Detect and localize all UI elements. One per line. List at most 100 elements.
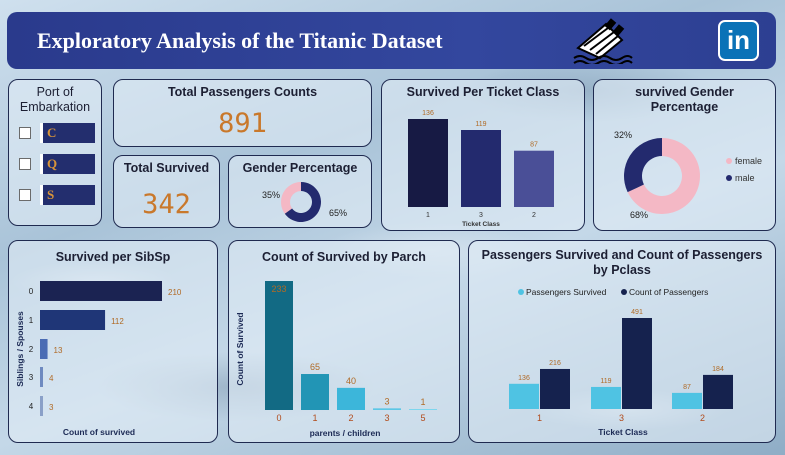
data-label: 3 xyxy=(49,403,54,412)
tick-label: 1 xyxy=(312,413,317,423)
checkbox[interactable] xyxy=(19,189,31,201)
data-label: 13 xyxy=(54,346,63,355)
pie-slice xyxy=(624,138,662,193)
data-label: 1 xyxy=(420,397,425,407)
port-option-q[interactable]: Q xyxy=(19,154,109,174)
legend-marker xyxy=(726,175,732,181)
data-label: 233 xyxy=(271,284,286,294)
port-filter-card: Port of Embarkation C Q S xyxy=(8,79,102,226)
bar xyxy=(40,339,48,359)
chart-title: Gender Percentage xyxy=(242,161,358,175)
tick-label: 1 xyxy=(426,212,430,219)
data-label: 119 xyxy=(475,121,486,128)
tick-label: 3 xyxy=(29,373,34,382)
port-label: C xyxy=(40,123,95,143)
tick-label: 1 xyxy=(29,316,34,325)
data-label: 216 xyxy=(549,360,561,367)
data-label: 3 xyxy=(384,396,389,406)
data-label: 491 xyxy=(631,309,643,316)
bar xyxy=(672,392,702,409)
x-axis-label: Ticket Class xyxy=(598,427,648,437)
tick-label: 2 xyxy=(29,345,34,354)
pie-slice xyxy=(627,138,700,214)
bar xyxy=(40,367,43,387)
legend-label: Passengers Survived xyxy=(526,287,607,297)
tick-label: 2 xyxy=(700,413,705,423)
bar xyxy=(514,150,554,207)
x-axis-label: parents / children xyxy=(310,428,381,438)
checkbox[interactable] xyxy=(19,127,31,139)
bar xyxy=(703,374,733,409)
legend-marker xyxy=(518,289,524,295)
pie-slice xyxy=(281,182,301,214)
data-label: 87 xyxy=(683,384,691,391)
port-option-c[interactable]: C xyxy=(19,123,109,143)
survived-ticket-class-chart: 136 1 119 3 87 2 Ticket Class xyxy=(408,110,554,228)
gender-pie-chart: 35% 65% xyxy=(262,182,347,222)
total-passengers-title: Total Passengers Counts xyxy=(167,85,318,99)
data-label: 35% xyxy=(262,190,280,200)
linkedin-icon[interactable]: in xyxy=(718,20,759,61)
sinking-ship-icon xyxy=(573,18,633,64)
chart-title: Count of Survived by Parch xyxy=(262,250,426,264)
data-label: 65 xyxy=(310,362,320,372)
port-option-s[interactable]: S xyxy=(19,185,109,205)
port-label: Q xyxy=(40,154,95,174)
total-survived-title: Total Survived xyxy=(123,161,210,175)
tick-label: 3 xyxy=(384,413,389,423)
data-label: 210 xyxy=(168,288,182,297)
bar xyxy=(40,310,106,330)
survived-gender-card: survived Gender Percentage 32% 68% female m… xyxy=(593,79,776,231)
x-axis-label: Count of survived xyxy=(63,427,135,437)
survived-sibsp-chart: 210 0 112 1 13 2 4 3 3 4 Count of survived Siblings… xyxy=(15,281,182,437)
bar xyxy=(591,386,621,409)
bar xyxy=(540,368,570,409)
bar xyxy=(373,408,401,410)
port-label: S xyxy=(40,185,95,205)
tick-label: 5 xyxy=(420,413,425,423)
pclass-combined-chart: Passengers Survived Count of Passengers 1 3… xyxy=(509,287,733,437)
tick-label: 0 xyxy=(29,287,34,296)
checkbox[interactable] xyxy=(19,158,31,170)
bar xyxy=(461,130,501,207)
tick-label: 4 xyxy=(29,402,34,411)
data-label: 65% xyxy=(329,208,347,218)
chart-title: survived Gender Percentage xyxy=(635,85,734,114)
bar xyxy=(408,119,448,207)
data-label: 136 xyxy=(422,110,434,117)
legend-marker xyxy=(726,158,732,164)
y-axis-label: Siblings / Spouses xyxy=(15,311,25,387)
legend-label: Count of Passengers xyxy=(629,287,708,297)
tick-label: 1 xyxy=(537,413,542,423)
y-axis-label: Count of Survived xyxy=(235,312,245,385)
total-passengers-card: Total Passengers Counts 891 xyxy=(113,79,372,147)
data-label: 68% xyxy=(630,210,648,220)
data-label: 32% xyxy=(614,130,632,140)
port-filter-title: Port of Embarkation xyxy=(19,85,91,114)
total-survived-card: Total Survived 342 xyxy=(113,155,220,228)
bar xyxy=(509,383,539,409)
bar xyxy=(40,281,162,301)
bar xyxy=(409,409,437,410)
chart-title: Survived Per Ticket Class xyxy=(406,85,560,99)
survived-parch-card: Count of Survived by Parch 233 0 65 1 40 2 3 3 1… xyxy=(228,240,460,443)
bar xyxy=(40,396,43,416)
tick-label: 3 xyxy=(479,212,483,219)
tick-label: 2 xyxy=(348,413,353,423)
legend-label: female xyxy=(735,156,762,166)
data-label: 4 xyxy=(49,374,54,383)
total-passengers-value: 891 xyxy=(218,108,267,139)
data-label: 184 xyxy=(712,366,724,373)
data-label: 40 xyxy=(346,376,356,386)
gender-percentage-card: Gender Percentage 35% 65% xyxy=(228,155,372,228)
page-title: Exploratory Analysis of the Titanic Data… xyxy=(37,28,443,53)
tick-label: 3 xyxy=(619,413,624,423)
pie-slice xyxy=(284,182,321,222)
survived-gender-pie-chart: 32% 68% female male xyxy=(614,130,762,220)
pclass-combined-card: Passengers Survived and Count of Passeng… xyxy=(468,240,776,443)
bar xyxy=(622,318,652,409)
legend-label: male xyxy=(735,173,755,183)
bar xyxy=(337,387,365,410)
survived-sibsp-card: Survived per SibSp 210 0 112 1 13 2 4 3 3 4 Count … xyxy=(8,240,218,443)
